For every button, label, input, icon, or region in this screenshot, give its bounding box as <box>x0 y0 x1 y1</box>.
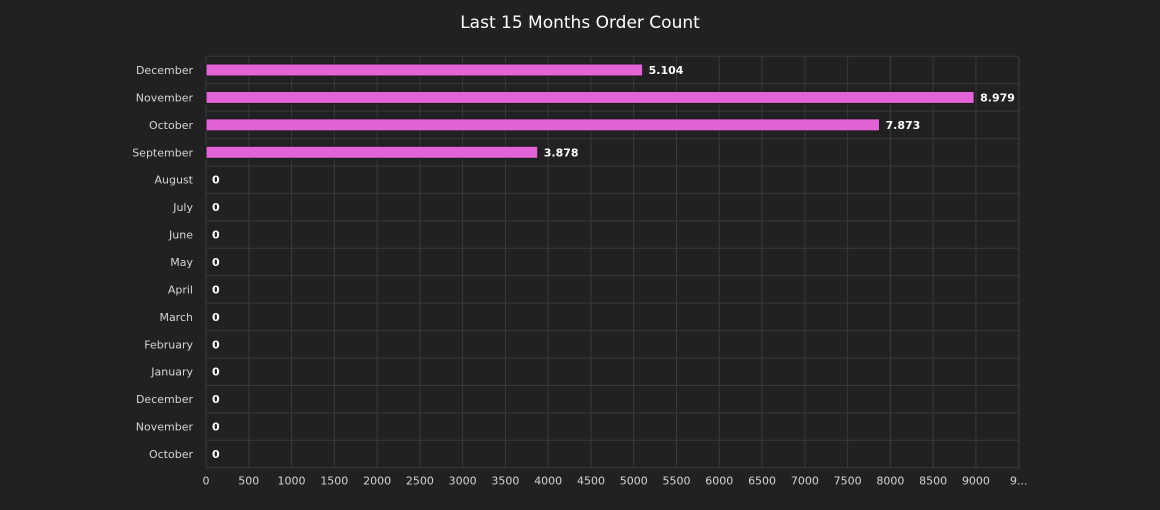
y-category-label: March <box>159 311 193 324</box>
x-tick-label: 0 <box>203 475 210 488</box>
x-tick-label: 9000 <box>962 475 990 488</box>
x-tick-label: 2500 <box>406 475 434 488</box>
bar-value-label: 3.878 <box>544 146 579 159</box>
bar-value-label: 8.979 <box>980 91 1015 104</box>
bar-value-label: 0 <box>212 229 220 242</box>
x-tick-label: 1500 <box>320 475 348 488</box>
bar-value-label: 0 <box>212 201 220 214</box>
y-category-label: December <box>136 64 194 77</box>
bar[interactable] <box>205 90 975 104</box>
x-tick-label: 500 <box>238 475 259 488</box>
x-tick-label: 8000 <box>876 475 904 488</box>
x-tick-label: 2000 <box>363 475 391 488</box>
y-category-label: October <box>149 119 193 132</box>
y-category-label: November <box>136 91 194 104</box>
y-category-label: August <box>155 174 194 187</box>
x-tick-label: 5000 <box>620 475 648 488</box>
x-tick-label: 3500 <box>491 475 519 488</box>
y-category-label: December <box>136 393 194 406</box>
bar-value-label: 0 <box>212 421 220 434</box>
bar[interactable] <box>205 118 881 132</box>
chart-title: Last 15 Months Order Count <box>460 13 700 33</box>
y-category-label: May <box>170 256 193 269</box>
x-tick-label: 9... <box>1010 475 1028 488</box>
x-tick-label: 8500 <box>919 475 947 488</box>
x-tick-label: 6500 <box>748 475 776 488</box>
x-tick-label: 6000 <box>705 475 733 488</box>
x-tick-label: 3000 <box>449 475 477 488</box>
bar-value-label: 0 <box>212 256 220 269</box>
bar-value-label: 0 <box>212 311 220 324</box>
y-category-label: October <box>149 448 193 461</box>
x-tick-label: 7000 <box>791 475 819 488</box>
bar-value-label: 0 <box>212 338 220 351</box>
bar[interactable] <box>205 145 539 159</box>
x-tick-label: 1000 <box>278 475 306 488</box>
bar-value-label: 0 <box>212 448 220 461</box>
bar-value-label: 5.104 <box>649 64 684 77</box>
bar-value-label: 0 <box>212 366 220 379</box>
x-tick-label: 7500 <box>834 475 862 488</box>
bar[interactable] <box>205 63 644 77</box>
bar-value-label: 0 <box>212 283 220 296</box>
bar-value-label: 0 <box>212 174 220 187</box>
y-category-label: July <box>172 201 193 214</box>
y-category-label: April <box>168 283 193 296</box>
bar-value-label: 7.873 <box>886 119 921 132</box>
y-category-label: January <box>150 366 193 379</box>
x-tick-label: 4500 <box>577 475 605 488</box>
x-tick-label: 4000 <box>534 475 562 488</box>
y-category-label: November <box>136 421 194 434</box>
y-category-label: September <box>132 146 193 159</box>
x-tick-label: 5500 <box>663 475 691 488</box>
y-category-label: June <box>168 229 193 242</box>
y-category-label: February <box>144 338 193 351</box>
bar-value-label: 0 <box>212 393 220 406</box>
